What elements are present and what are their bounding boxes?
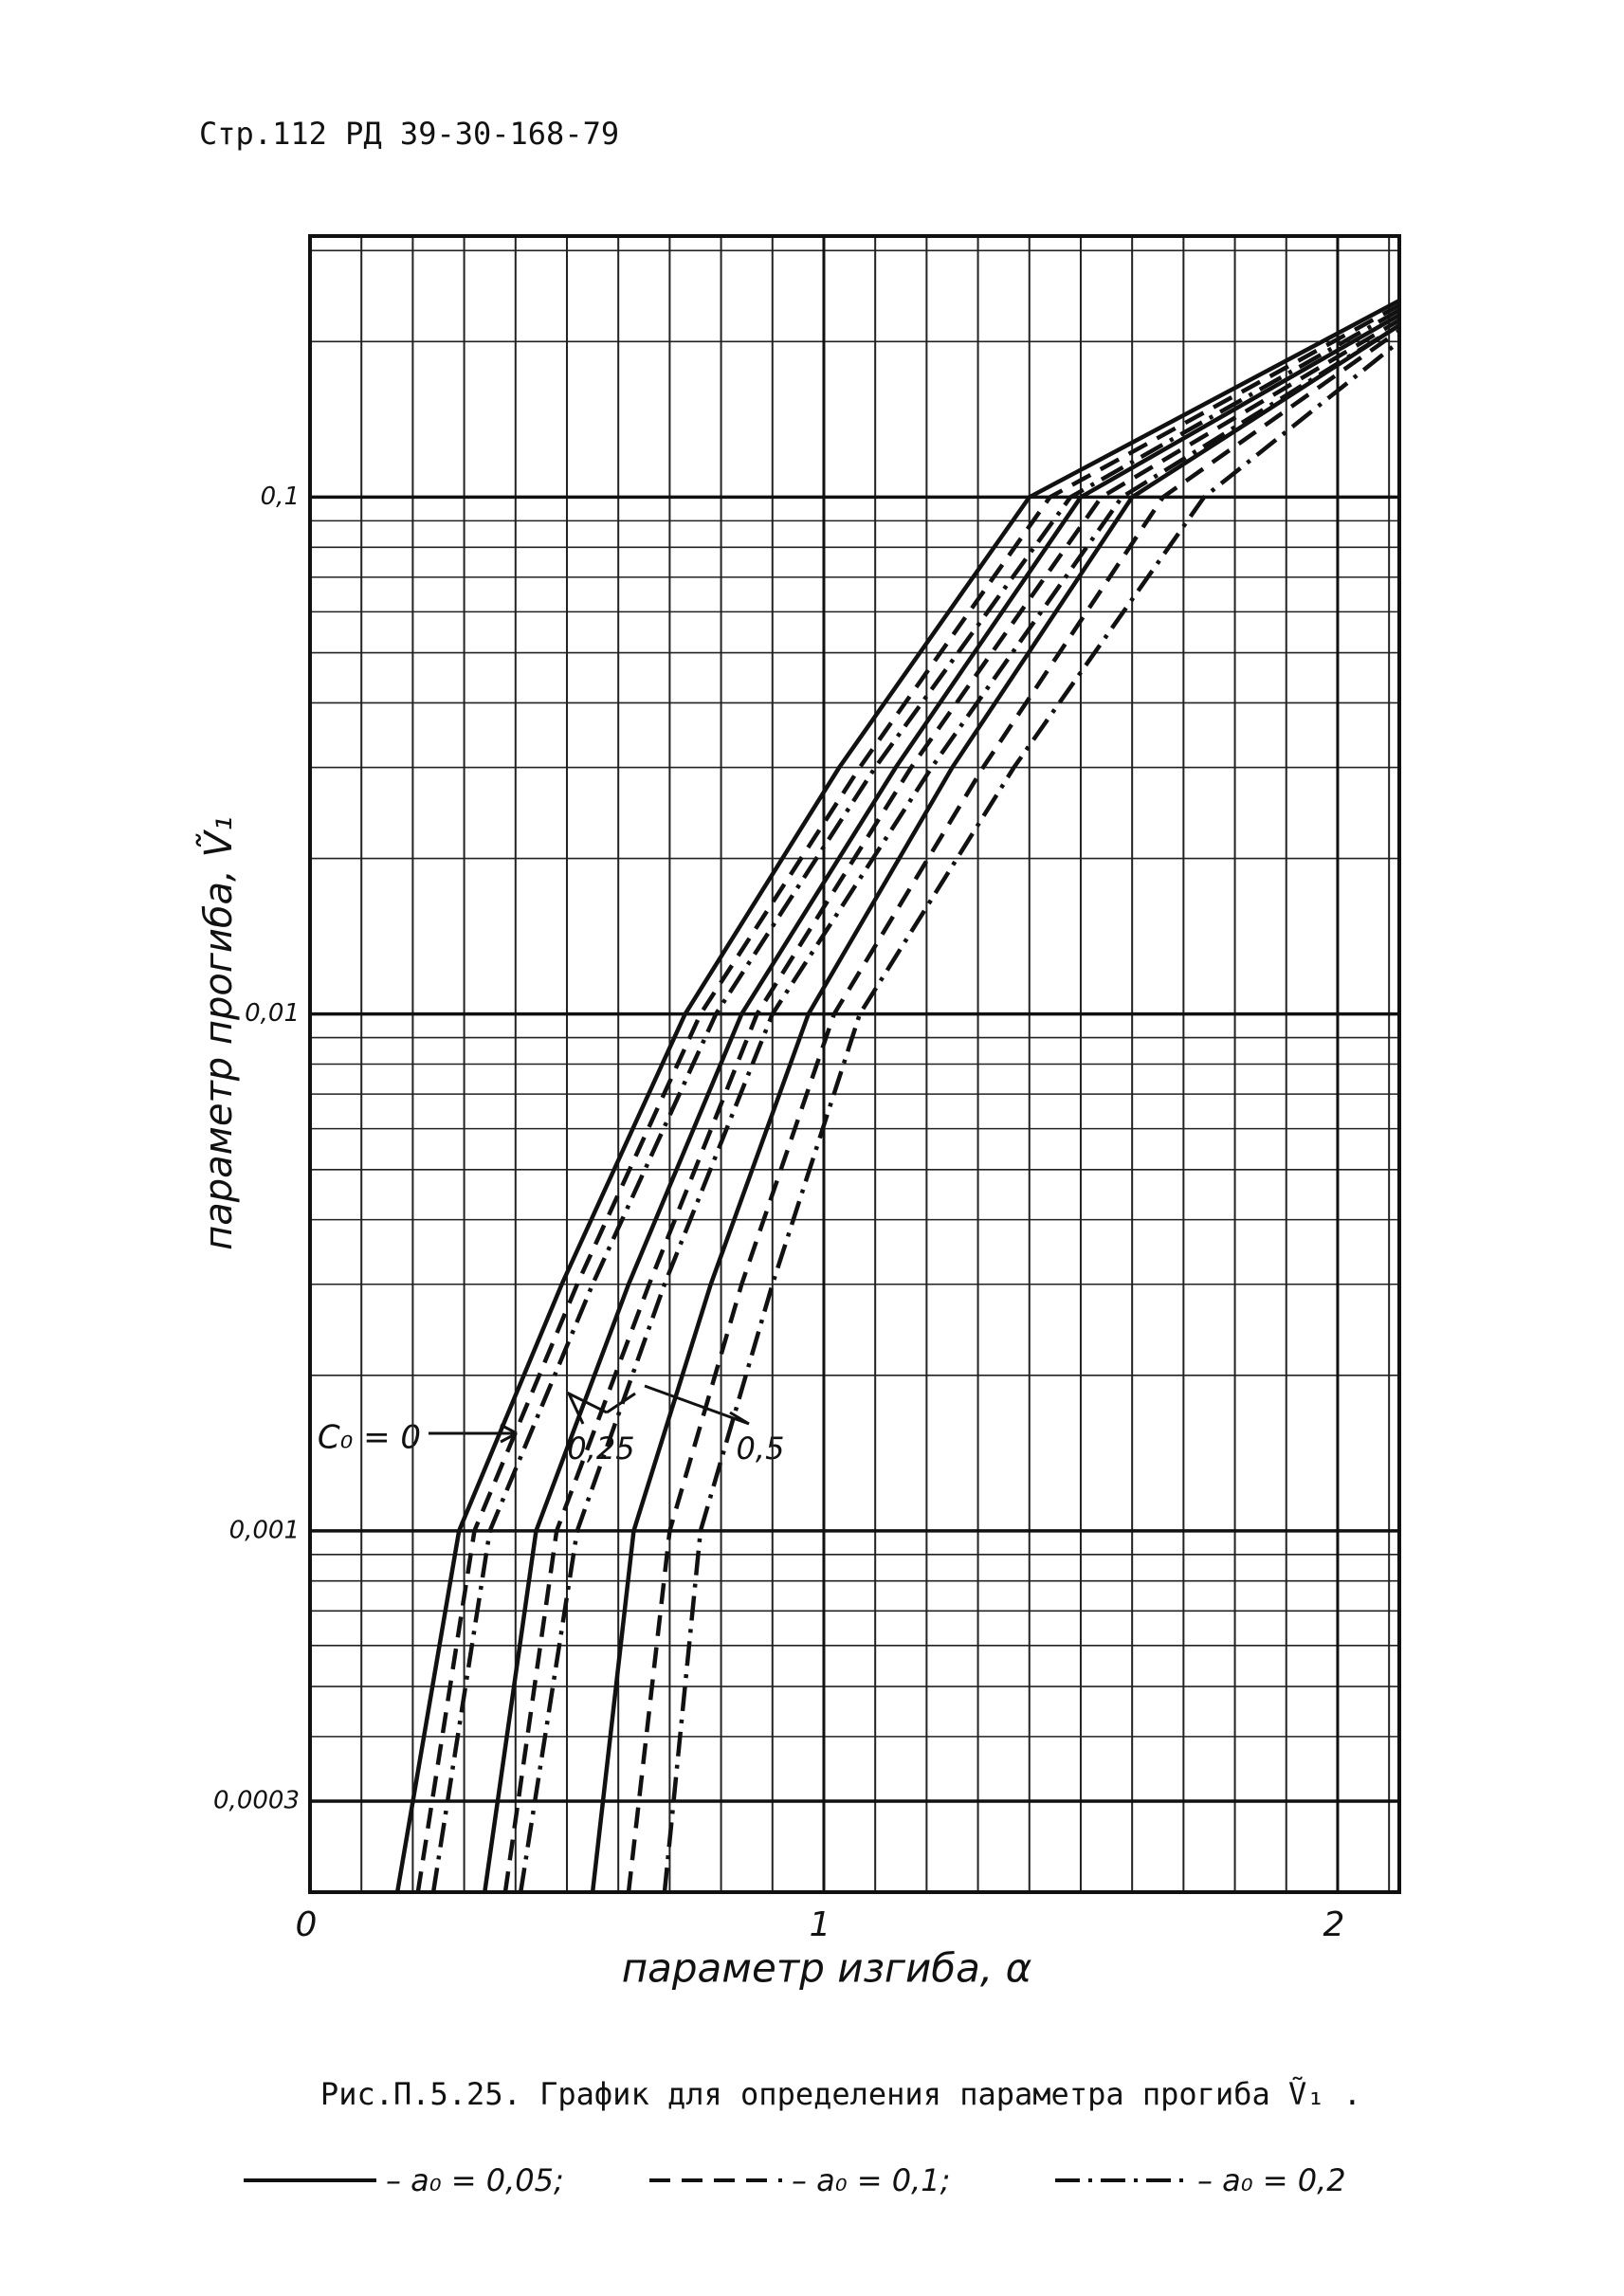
y-tick-label: 0,1 (261, 483, 300, 511)
y-tick-label: 0,01 (245, 999, 300, 1028)
curve (662, 339, 1399, 1892)
x-tick-label: 2 (1323, 1905, 1345, 1944)
y-tick-label: 0,0003 (213, 1786, 300, 1814)
legend-label: – a₀ = 0,1; (792, 2162, 950, 2198)
legend-label: – a₀ = 0,2 (1197, 2162, 1346, 2198)
curve (626, 328, 1399, 1892)
arrow (644, 1384, 750, 1426)
page-header: Стр.112 РД 39-30-168-79 (199, 116, 619, 152)
annotation: 0,5 (737, 1430, 785, 1467)
plot-frame (308, 234, 1401, 1894)
y-axis-label: параметр прогиба, Ṽ₁ (194, 816, 241, 1250)
annotation: 0,25 (567, 1430, 634, 1467)
curve (415, 303, 1399, 1892)
x-tick-label: 1 (810, 1905, 831, 1944)
curve (483, 313, 1399, 1892)
y-tick-label: 0,001 (229, 1516, 300, 1544)
curve (518, 323, 1399, 1892)
curve (502, 318, 1399, 1892)
curve (394, 299, 1399, 1892)
annotation: C₀ = 0 (318, 1419, 421, 1457)
legend-label: – a₀ = 0,05; (386, 2162, 564, 2198)
x-tick-label: 0 (296, 1905, 318, 1944)
curve (590, 323, 1399, 1892)
curve (430, 308, 1399, 1892)
caption: Рис.П.5.25. График для определения парам… (320, 2076, 1361, 2112)
x-axis-label: параметр изгиба, α (622, 1945, 1032, 1992)
